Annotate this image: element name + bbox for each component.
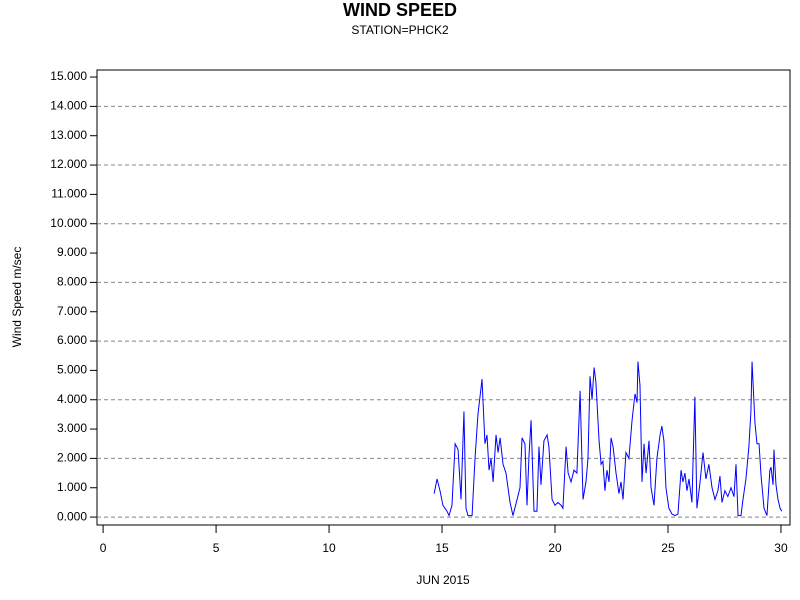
y-tick-label: 2.000: [57, 451, 87, 465]
y-axis-label: Wind Speed m/sec: [10, 247, 24, 348]
y-tick-label: 5.000: [57, 363, 87, 377]
y-tick-label: 12.000: [50, 157, 87, 171]
x-tick-label: 10: [322, 541, 336, 555]
x-tick-label: 15: [435, 541, 449, 555]
y-tick-label: 7.000: [57, 304, 87, 318]
x-axis-label: JUN 2015: [416, 573, 470, 587]
x-tick-label: 25: [661, 541, 675, 555]
y-tick-label: 9.000: [57, 245, 87, 259]
x-tick-label: 0: [100, 541, 107, 555]
x-tick-label: 30: [774, 541, 788, 555]
y-tick-label: 3.000: [57, 421, 87, 435]
y-tick-label: 8.000: [57, 275, 87, 289]
y-tick-label: 1.000: [57, 480, 87, 494]
x-tick-label: 5: [213, 541, 220, 555]
y-tick-label: 11.000: [51, 187, 87, 201]
y-tick-label: 14.000: [50, 99, 87, 113]
y-tick-label: 6.000: [57, 333, 87, 347]
y-tick-label: 4.000: [57, 392, 87, 406]
chart-subtitle: STATION=PHCK2: [351, 23, 449, 37]
y-tick-label: 13.000: [50, 128, 87, 142]
plot-frame: [96, 69, 791, 526]
y-tick-label: 10.000: [50, 216, 87, 230]
x-tick-label: 20: [548, 541, 562, 555]
y-tick-label: 15.000: [50, 69, 87, 83]
y-tick-label: 0.000: [57, 509, 87, 523]
data-line: [433, 361, 783, 518]
chart-title: WIND SPEED: [343, 0, 457, 20]
